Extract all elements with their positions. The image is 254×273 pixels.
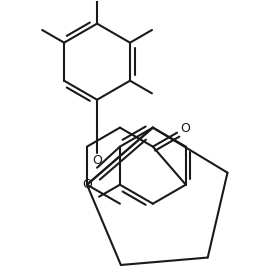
- Text: O: O: [179, 122, 189, 135]
- Text: O: O: [82, 178, 91, 191]
- Text: O: O: [92, 154, 102, 167]
